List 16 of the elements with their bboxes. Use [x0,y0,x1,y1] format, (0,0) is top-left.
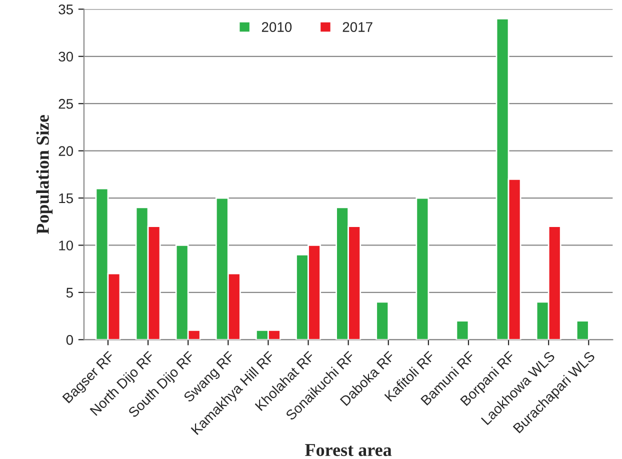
legend-label: 2017 [342,22,372,32]
bar [416,197,430,340]
y-axis-title: Population Size [36,114,53,234]
y-tick-label: 10 [59,240,74,250]
y-tick-label: 15 [59,194,73,204]
bar [376,301,390,340]
y-tick-label: 35 [58,4,73,14]
legend-label: 2010 [262,22,292,32]
y-tick-label: 30 [58,52,74,62]
y-tick-label: 0 [66,334,74,345]
bar [576,320,590,340]
y-tick-label: 5 [66,288,73,298]
y-tick-label: 25 [58,98,73,109]
bar [456,320,470,340]
x-axis-title: Forest area [305,444,392,456]
y-tick-label: 20 [58,146,74,156]
